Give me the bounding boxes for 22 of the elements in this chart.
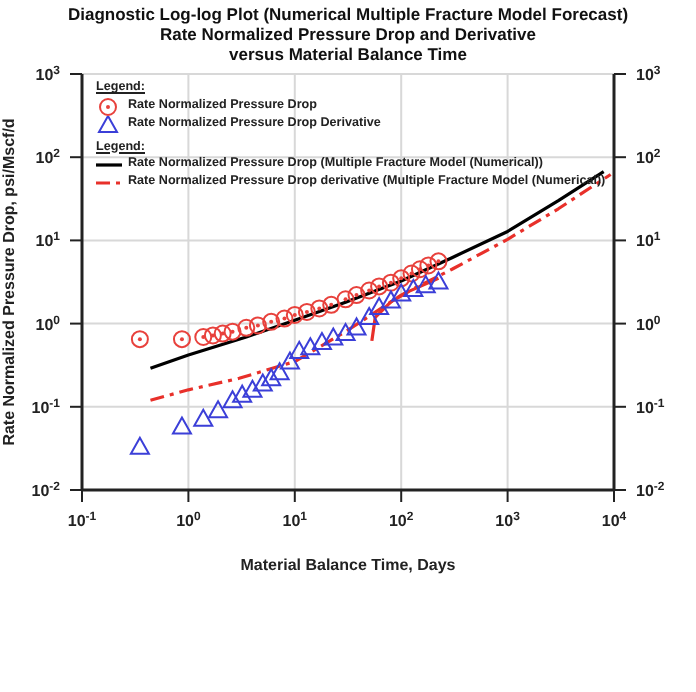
chart-title: Diagnostic Log-log Plot (Numerical Multiple Fracture Model Forecast) xyxy=(65,4,631,24)
y-tick-label: 10$^{-1}$ xyxy=(31,396,62,417)
text: 10$^{0}$ xyxy=(636,315,661,334)
y-tick-label: 10$^{0}$ xyxy=(35,313,62,334)
chart-subtitle: Rate Normalized Pressure Drop and Derivative versus Material Balance Time xyxy=(157,24,538,64)
x-tick-label: 10$^{4}$ xyxy=(601,510,628,530)
text: 10$^{3}$ xyxy=(636,66,661,84)
x-tick-label: 10$^{0}$ xyxy=(176,510,202,530)
y-tick-label: 10$^{1}$ xyxy=(35,230,62,251)
x-axis-title: Material Balance Time, Days xyxy=(240,556,457,574)
text: 10$^{1}$ xyxy=(636,232,661,251)
y-tick-label: 10$^{2}$ xyxy=(35,147,62,168)
x-tick-label: 10$^{2}$ xyxy=(388,510,415,530)
text: 10$^{-1}$ xyxy=(636,398,665,417)
text: 10$^{-2}$ xyxy=(636,482,665,500)
y-tick-label: 10$^{3}$ xyxy=(35,64,62,84)
y-axis-title: Rate Normalized Pressure Drop, psi/Mscf/d xyxy=(0,118,18,446)
x-tick-label: 10$^{1}$ xyxy=(282,510,309,530)
x-tick-label: 10$^{-1}$ xyxy=(67,510,98,530)
x-tick-label: 10$^{3}$ xyxy=(495,510,522,530)
y-tick-label: 10$^{-2}$ xyxy=(31,480,62,500)
text: 10$^{2}$ xyxy=(636,149,661,168)
